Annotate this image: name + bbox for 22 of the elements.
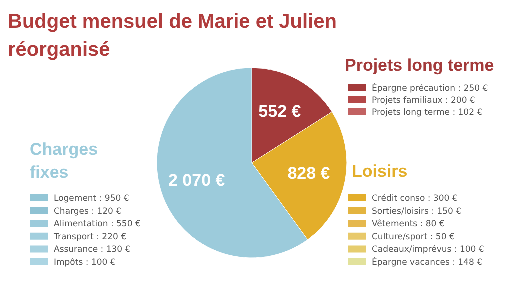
category-label: Charges : 120 € [54, 206, 122, 217]
category-label: Culture/sport : 50 € [372, 232, 455, 242]
category-label: Projets long terme : 102 € [372, 108, 483, 118]
data-label: 828 € [288, 164, 331, 183]
category-label: Crédit conso : 300 € [372, 194, 458, 204]
chart-title: Budget mensuel de Marie et Julien réorganisé [8, 11, 337, 61]
category-label: Projets familiaux : 200 € [372, 96, 476, 106]
category-label: Sorties/loisirs : 150 € [372, 206, 462, 217]
slice-label: Charges fixes [30, 140, 98, 182]
category-label: Épargne vacances : 148 € [372, 257, 482, 268]
category-label: Logement : 950 € [54, 194, 130, 204]
category-label: Transport : 220 € [53, 232, 126, 242]
data-label: 2 070 € [168, 170, 226, 190]
slice-label: Projets long terme [345, 56, 494, 75]
category-label: Épargne précaution : 250 € [372, 83, 488, 94]
category-label: Alimentation : 550 € [54, 220, 141, 230]
data-label: 552 € [258, 102, 302, 122]
category-label: Assurance : 130 € [54, 245, 131, 256]
category-label: Cadeaux/imprévus : 100 € [372, 245, 484, 256]
category-label: Vêtements : 80 € [372, 220, 445, 230]
category-label: Impôts : 100 € [54, 258, 116, 268]
slice-label: Loisirs [352, 162, 408, 181]
